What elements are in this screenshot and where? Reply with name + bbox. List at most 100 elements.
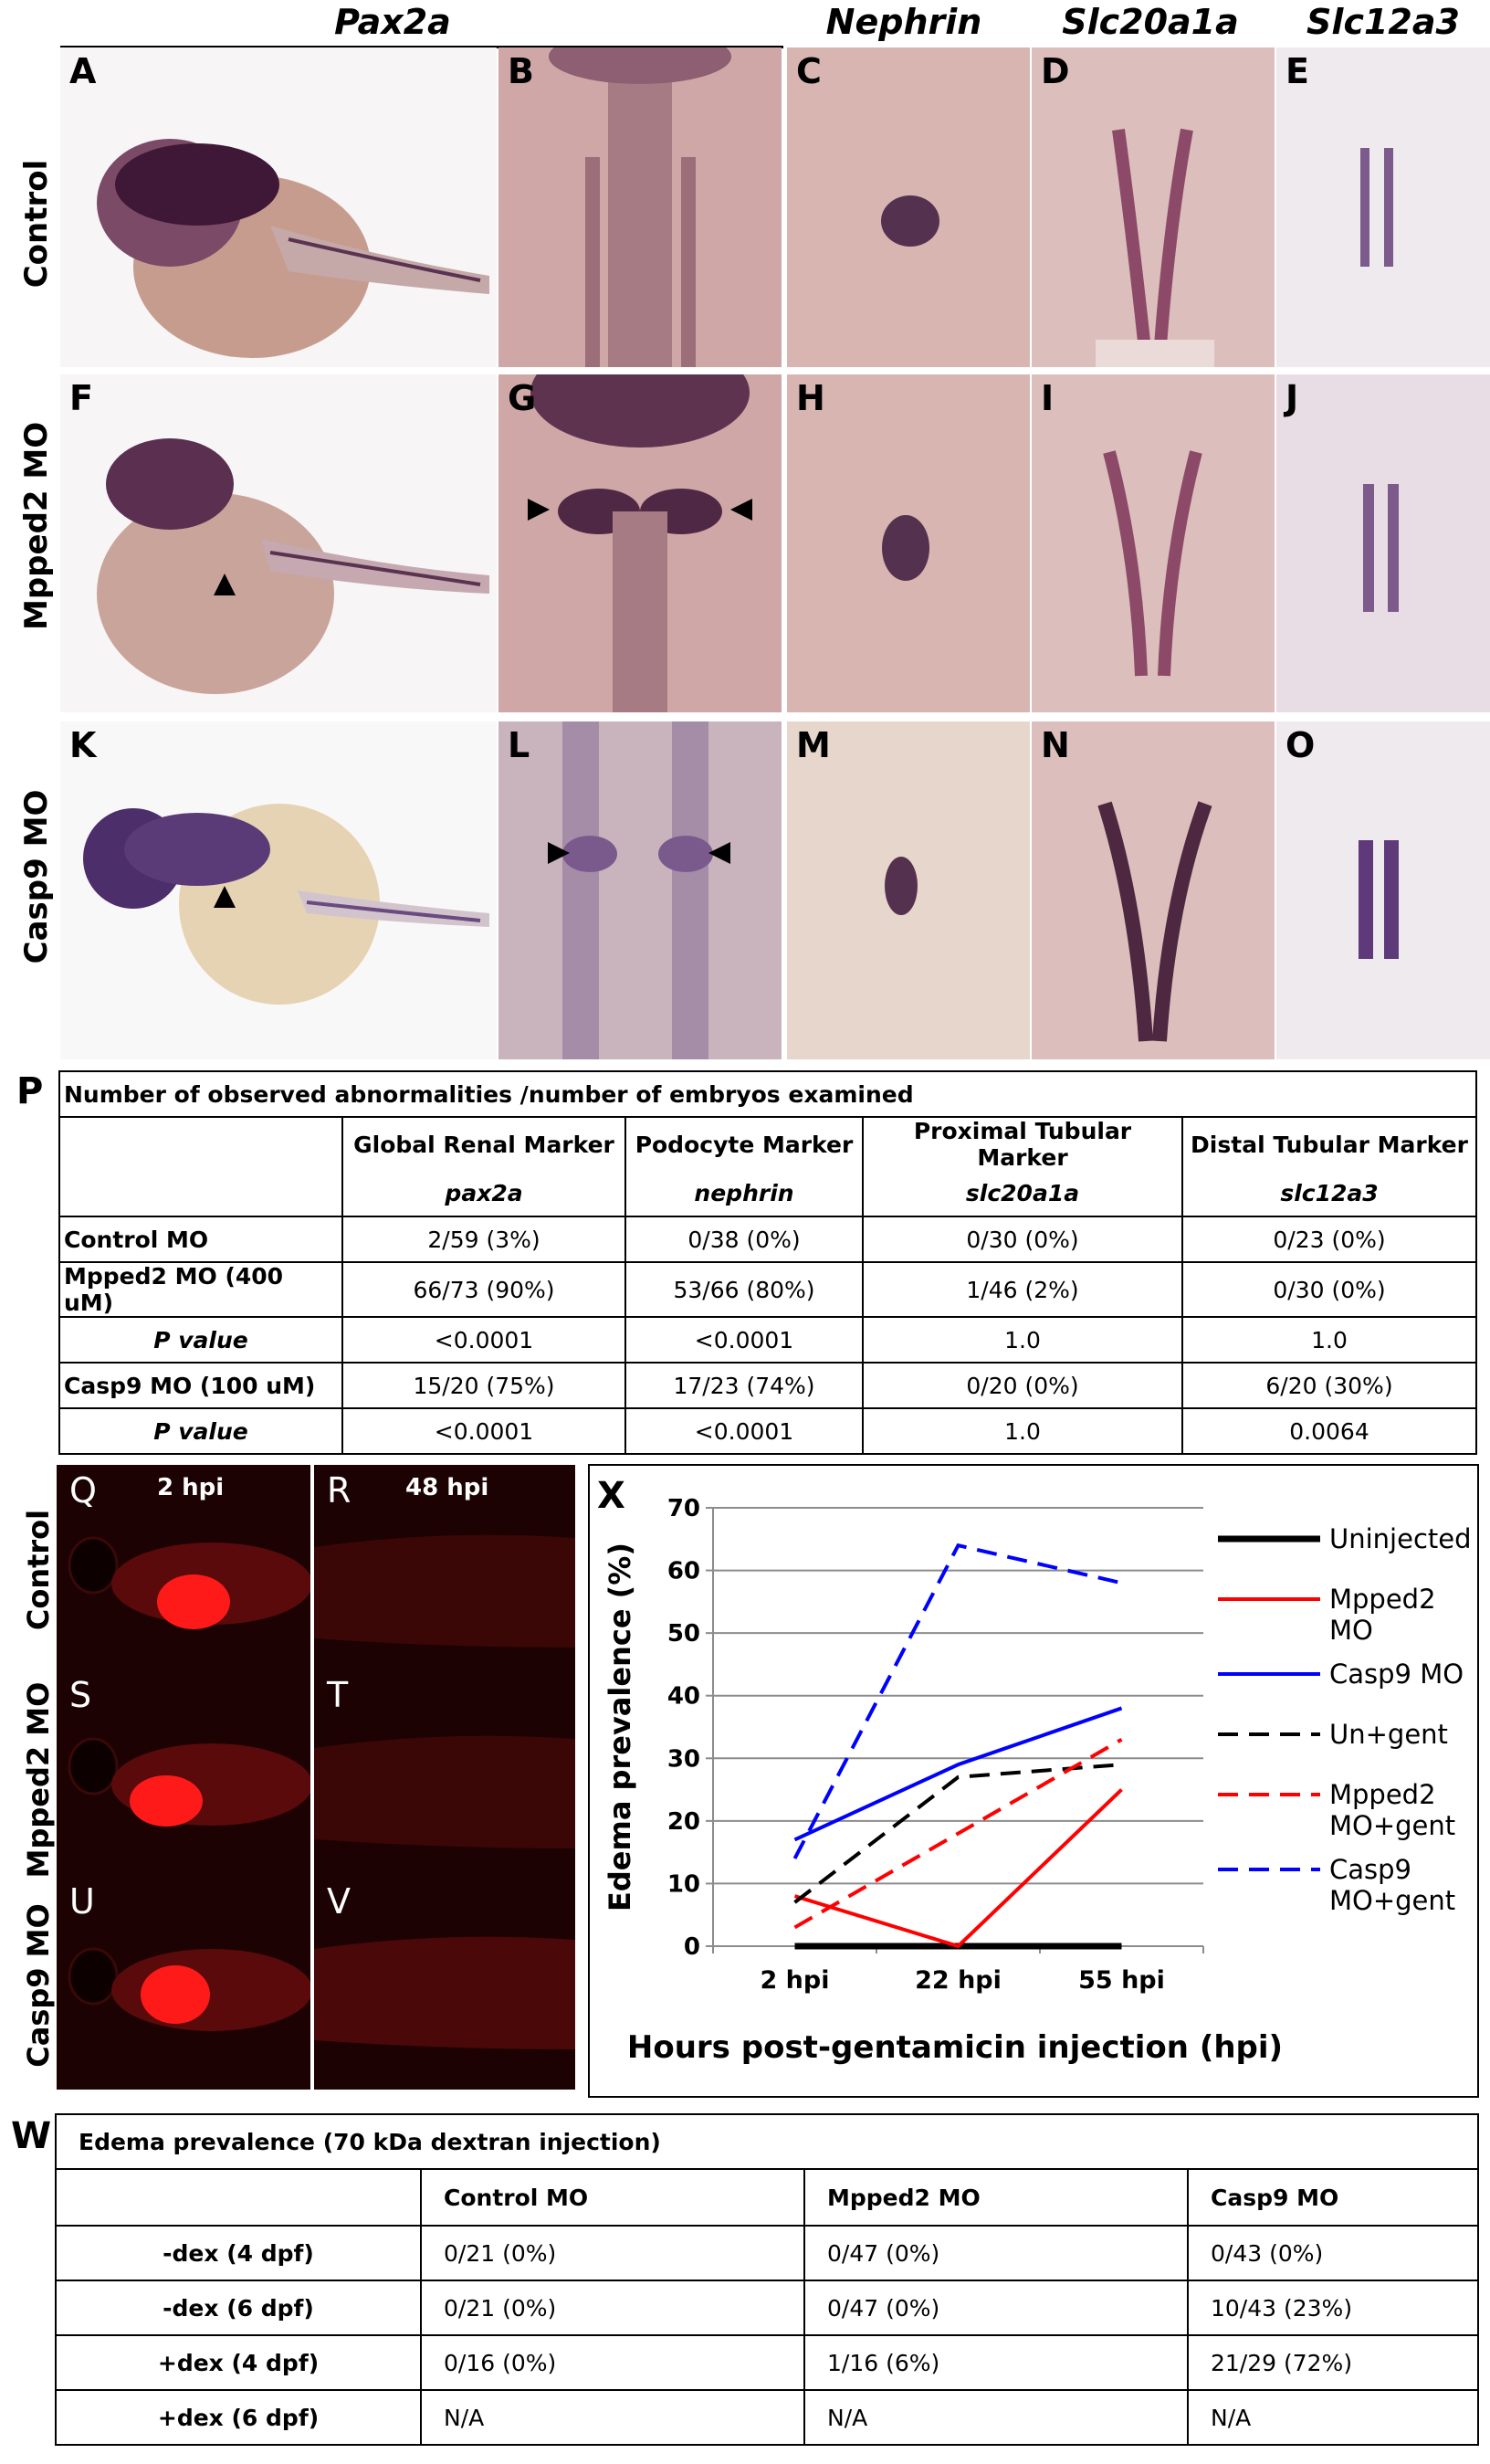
arrowhead-left-icon [708, 842, 730, 864]
fluor-row-label-casp9: Casp9 MO [21, 1903, 56, 2068]
table-p-cell: 17/23 (74%) [624, 1362, 864, 1409]
embryo-image [1097, 801, 1212, 1042]
table-w-row-label: +dex (4 dpf) [55, 2334, 422, 2391]
panel-letter-K: K [69, 725, 97, 765]
panel-letter-G: G [508, 378, 537, 418]
panel-letter-E: E [1285, 51, 1309, 91]
table-w-row-label: -dex (4 dpf) [55, 2225, 422, 2281]
series-line [793, 1706, 1123, 1842]
panel-F-mpped2-pax2a-lateral: F [60, 374, 497, 712]
panel-letter-J: J [1285, 378, 1299, 418]
embryo-image [83, 804, 489, 1005]
x-tick-label: 2 hpi [761, 1966, 830, 1995]
panel-D-control-slc20a1a: D [1032, 47, 1275, 367]
table-p-col-gene: slc12a3 [1181, 1171, 1477, 1217]
row-label-control: Control [18, 159, 55, 289]
panel-E-control-slc12a3: E [1276, 47, 1490, 367]
embryo-image [882, 515, 929, 581]
panel-letter-T: T [327, 1675, 349, 1715]
series-line [793, 1737, 1123, 1930]
panel-letter-A: A [69, 51, 97, 91]
panel-letter-H: H [796, 378, 825, 418]
panel-letter-Q: Q [69, 1470, 97, 1511]
table-row: Mpped2 MO (400 uM) 66/73 (90%) 53/66 (80%)… [58, 1261, 1477, 1318]
panel-K-casp9-pax2a-lateral: K [60, 721, 497, 1059]
table-p-cell: 66/73 (90%) [341, 1261, 626, 1318]
panel-C-control-nephrin: C [787, 47, 1030, 367]
panel-B-control-pax2a-dorsal: B [498, 47, 782, 367]
table-row: Casp9 MO (100 uM) 15/20 (75%) 17/23 (74%) 0… [58, 1362, 1477, 1409]
embryo-image [1360, 148, 1393, 267]
table-row: -dex (6 dpf) 0/21 (0%) 0/47 (0%) 10/43 (23%… [55, 2280, 1479, 2336]
arrowhead-up-icon [214, 886, 236, 908]
table-p-row-label: Control MO [58, 1216, 343, 1263]
header-underline [60, 46, 783, 48]
table-p-cell: 1.0 [862, 1316, 1183, 1364]
table-p-cell: 0/30 (0%) [1181, 1261, 1477, 1318]
y-tick-label: 30 [667, 1745, 700, 1773]
panel-letter-V: V [327, 1881, 351, 1922]
table-w-corner [55, 2168, 422, 2227]
table-w-cell: 21/29 (72%) [1187, 2334, 1479, 2391]
fluorescence-image [57, 1465, 310, 2090]
legend-label: Uninjected [1329, 1523, 1472, 1554]
embryo-image [1103, 450, 1202, 677]
panel-Q-control-2hpi: Q 2 hpi S U [57, 1465, 310, 2090]
panel-H-mpped2-nephrin: H [787, 374, 1030, 712]
panel-letter-P: P [16, 1070, 44, 1112]
table-p-row-label: P value [58, 1407, 343, 1455]
embryo-image [97, 139, 489, 358]
panel-L-casp9-pax2a-dorsal: L [498, 721, 782, 1059]
table-row: -dex (4 dpf) 0/21 (0%) 0/47 (0%) 0/43 (0%) [55, 2225, 1479, 2281]
table-w-title: Edema prevalence (70 kDa dextran injecti… [55, 2113, 1479, 2170]
table-p-cell: 53/66 (80%) [624, 1261, 864, 1318]
y-tick-label: 50 [667, 1620, 700, 1648]
y-axis-label: Edema prevalence (%) [603, 1543, 637, 1911]
x-axis-label: Hours post-gentamicin injection (hpi) [627, 2029, 1283, 2066]
table-p-cell: 0/30 (0%) [862, 1216, 1183, 1263]
edema-line-chart: 0 10 20 30 40 50 60 70 2 hpi 22 hpi 55 hpi Hours po… [597, 1475, 1472, 2066]
y-tick-label: 70 [667, 1495, 700, 1522]
header-pax2a: Pax2a [334, 2, 451, 42]
header-slc12a3: Slc12a3 [1306, 2, 1460, 42]
embryo-image [1359, 840, 1399, 959]
panel-R-control-48hpi: R 48 hpi T V [314, 1465, 575, 2090]
x-tick-label: 55 hpi [1078, 1966, 1165, 1995]
table-p-cell: <0.0001 [624, 1407, 864, 1455]
embryo-image [881, 195, 939, 247]
table-p-cell: 15/20 (75%) [341, 1362, 626, 1409]
fluorescence-image [314, 1465, 575, 2090]
table-p-col-title: Global Renal Marker [341, 1116, 626, 1171]
table-p-title: Number of observed abnormalities /number… [58, 1070, 1477, 1118]
panel-letter-U: U [69, 1881, 95, 1922]
table-p-cell: 0/38 (0%) [624, 1216, 864, 1263]
panel-letter-R: R [327, 1470, 352, 1511]
table-p-col-gene: nephrin [624, 1171, 864, 1217]
table-w-col-header: Control MO [420, 2168, 805, 2227]
table-p-cell: <0.0001 [341, 1316, 626, 1364]
panel-letter-N: N [1041, 725, 1070, 765]
table-w-cell: N/A [803, 2389, 1189, 2446]
legend-label: MO+gent [1329, 1810, 1455, 1841]
fluor-row-label-control: Control [21, 1509, 56, 1631]
header-slc20a1a: Slc20a1a [1062, 2, 1239, 42]
panel-letter-W: W [11, 2115, 52, 2157]
table-p-cell: 0.0064 [1181, 1407, 1477, 1455]
y-tick-label: 0 [684, 1933, 700, 1961]
table-p-row-label: Casp9 MO (100 uM) [58, 1362, 343, 1409]
table-w-cell: 0/21 (0%) [420, 2225, 805, 2281]
table-p-col-title: Proximal Tubular Marker [862, 1116, 1183, 1171]
table-w-cell: 10/43 (23%) [1187, 2280, 1479, 2336]
panel-N-casp9-slc20a1a: N [1032, 721, 1275, 1059]
panel-A-control-pax2a-lateral: A [60, 47, 497, 367]
panel-letter-S: S [69, 1675, 92, 1715]
row-label-casp9: Casp9 MO [18, 789, 55, 964]
table-w-col-header: Mpped2 MO [803, 2168, 1189, 2227]
table-p-cell: <0.0001 [341, 1407, 626, 1455]
arrowhead-left-icon [730, 499, 752, 521]
table-row: +dex (6 dpf) N/A N/A N/A [55, 2389, 1479, 2446]
arrowhead-right-icon [528, 499, 550, 521]
table-p-row-label: P value [58, 1316, 343, 1364]
table-w-row-label: -dex (6 dpf) [55, 2280, 422, 2336]
legend-label: Mpped2 [1329, 1779, 1436, 1810]
